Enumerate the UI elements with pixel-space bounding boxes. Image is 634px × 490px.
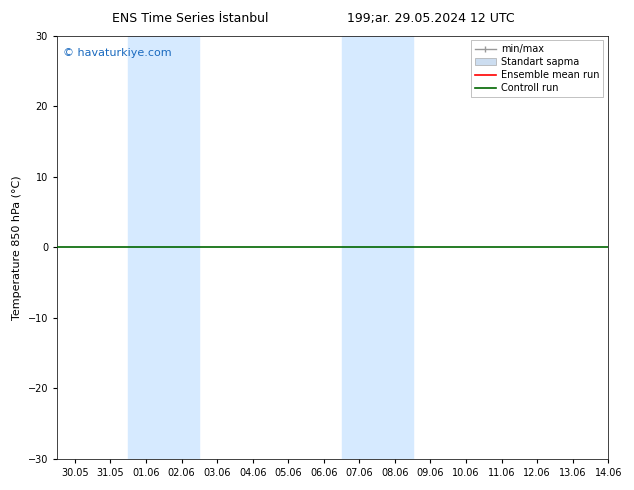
Legend: min/max, Standart sapma, Ensemble mean run, Controll run: min/max, Standart sapma, Ensemble mean r…: [471, 41, 604, 97]
Text: ENS Time Series İstanbul: ENS Time Series İstanbul: [112, 12, 268, 25]
Bar: [128, 36, 199, 459]
Y-axis label: Temperature 850 hPa (°C): Temperature 850 hPa (°C): [12, 175, 22, 319]
Bar: [342, 36, 413, 459]
Text: 199;ar. 29.05.2024 12 UTC: 199;ar. 29.05.2024 12 UTC: [347, 12, 515, 25]
Text: © havaturkiye.com: © havaturkiye.com: [63, 49, 171, 58]
